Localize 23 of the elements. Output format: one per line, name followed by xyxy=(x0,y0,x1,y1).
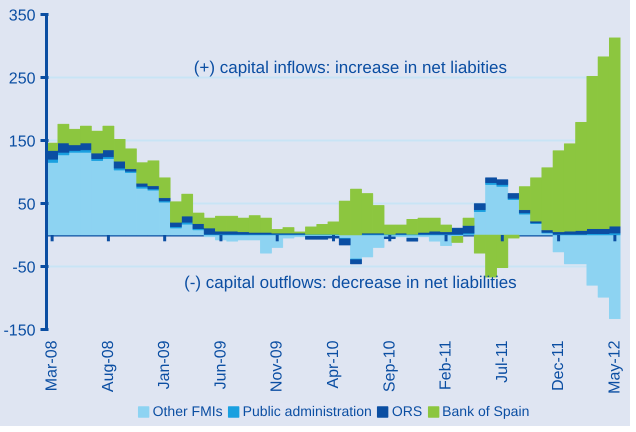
y-tick-label: 350 xyxy=(8,8,36,24)
x-tick-label: Mar-08 xyxy=(44,340,61,392)
x-tick-label: Jan-09 xyxy=(156,340,174,390)
legend-label: ORS xyxy=(392,403,422,419)
x-tick-label: Feb-11 xyxy=(438,340,455,390)
y-tick-label: -150 xyxy=(3,322,36,340)
y-tick-label: 50 xyxy=(18,196,36,214)
x-tick-label: Aug-08 xyxy=(100,340,117,392)
x-tick-label: May-12 xyxy=(606,340,624,394)
y-tick-label: 250 xyxy=(8,70,36,88)
x-tick-label: Jul-11 xyxy=(494,340,511,383)
legend-label: Public administration xyxy=(242,403,372,419)
x-tick-label: Sep-10 xyxy=(381,340,398,392)
legend-label: Other FMIs xyxy=(152,403,223,419)
y-tick-label: -50 xyxy=(12,260,36,276)
legend-label: Bank of Spain xyxy=(442,403,530,419)
x-tick-label: Dec-11 xyxy=(550,340,568,391)
x-tick-label: Jun-09 xyxy=(212,340,230,390)
x-tick-label: Nov-09 xyxy=(268,340,286,392)
y-tick-label: 150 xyxy=(8,134,36,150)
annotation: (-) capital outflows: decrease in net liabilities xyxy=(184,272,517,292)
annotation: (+) capital inflows: increase in net liabities xyxy=(194,58,507,77)
x-tick-label: Apr-10 xyxy=(325,340,342,389)
